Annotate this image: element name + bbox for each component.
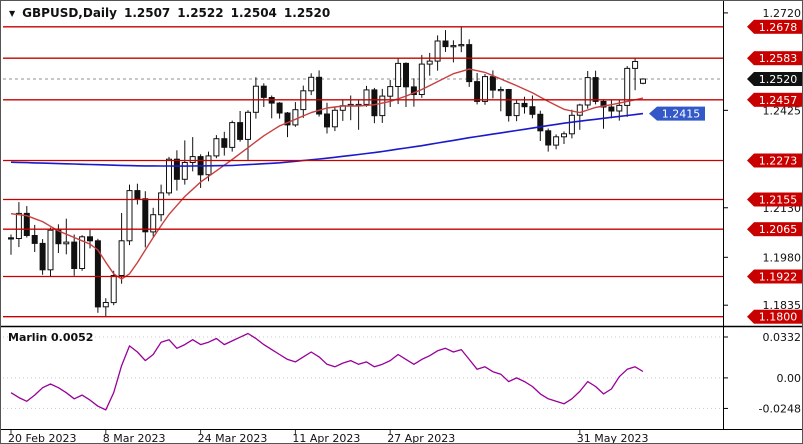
svg-text:1.2155: 1.2155 bbox=[759, 194, 798, 207]
indicator-level-lines bbox=[3, 336, 723, 409]
level-price-tag: 1.1800 bbox=[747, 309, 802, 324]
indicator-name-value-label: Marlin 0.0052 bbox=[8, 331, 94, 344]
level-price-tag: 1.2457 bbox=[747, 92, 802, 107]
date-tick-label: 8 Mar 2023 bbox=[103, 432, 166, 444]
close-value: 1.2520 bbox=[283, 6, 331, 20]
svg-text:1.2415: 1.2415 bbox=[662, 108, 701, 121]
ma-fast-line bbox=[10, 68, 644, 280]
indicator-tick-label: 0.00 bbox=[777, 372, 802, 385]
open-value: 1.2507 bbox=[123, 6, 171, 20]
price-tick-label: 1.1835 bbox=[763, 299, 802, 312]
collapse-icon[interactable]: ▼ bbox=[9, 8, 16, 18]
indicator-header: Marlin 0.0052 bbox=[8, 331, 93, 344]
svg-text:1.2273: 1.2273 bbox=[759, 155, 798, 168]
time-axis: 20 Feb 2023 8 Mar 2023 24 Mar 2023 11 Apr 2… bbox=[8, 430, 649, 444]
level-price-tag: 1.2065 bbox=[747, 222, 802, 237]
date-tick-label: 24 Mar 2023 bbox=[198, 432, 268, 444]
date-tick-label: 20 Feb 2023 bbox=[8, 432, 76, 444]
price-tick-label: 1.1980 bbox=[763, 251, 802, 264]
high-value: 1.2522 bbox=[177, 6, 224, 20]
date-tick-label: 27 Apr 2023 bbox=[387, 432, 455, 444]
marlin-line bbox=[10, 332, 644, 411]
level-price-tag: 1.2583 bbox=[747, 51, 802, 66]
level-price-tag: 1.2155 bbox=[747, 192, 802, 207]
price-tick-label: 1.2425 bbox=[763, 104, 802, 117]
svg-text:1.1800: 1.1800 bbox=[759, 311, 798, 324]
svg-text:1.2457: 1.2457 bbox=[759, 94, 798, 107]
level-lines[interactable] bbox=[3, 26, 723, 318]
chart-header: ▼ GBPUSD,Daily 1.2507 1.2522 1.2504 1.25… bbox=[9, 6, 330, 20]
level-price-tag: 1.2273 bbox=[747, 153, 802, 168]
svg-text:1.2678: 1.2678 bbox=[759, 21, 798, 34]
indicator-tick-label: -0.0248 bbox=[759, 402, 801, 415]
indicator-axis: 0.0332 0.00 -0.0248 bbox=[724, 331, 801, 415]
low-value: 1.2504 bbox=[230, 6, 277, 20]
level-price-tag: 1.2678 bbox=[747, 19, 802, 34]
date-tick-label: 31 May 2023 bbox=[577, 432, 649, 444]
price-tick-label: 1.2720 bbox=[763, 7, 802, 20]
svg-text:1.2583: 1.2583 bbox=[759, 52, 798, 65]
panel-borders bbox=[1, 1, 802, 430]
date-tick-label: 11 Apr 2023 bbox=[292, 432, 360, 444]
svg-text:1.1922: 1.1922 bbox=[759, 271, 798, 284]
indicator-tick-label: 0.0332 bbox=[763, 331, 802, 344]
ma-value-callout[interactable]: 1.2415 bbox=[649, 106, 705, 121]
ma-slow-line bbox=[10, 112, 644, 167]
svg-text:1.2065: 1.2065 bbox=[759, 223, 798, 236]
svg-text:1.2520: 1.2520 bbox=[759, 73, 798, 86]
candles-layer bbox=[8, 26, 646, 317]
symbol-timeframe-label: GBPUSD,Daily bbox=[22, 6, 117, 20]
level-price-tag: 1.1922 bbox=[747, 269, 802, 284]
current-price-tag: 1.2520 bbox=[747, 72, 802, 86]
price-axis: 1.27201.24251.21301.19801.18351.26781.25… bbox=[724, 7, 802, 324]
